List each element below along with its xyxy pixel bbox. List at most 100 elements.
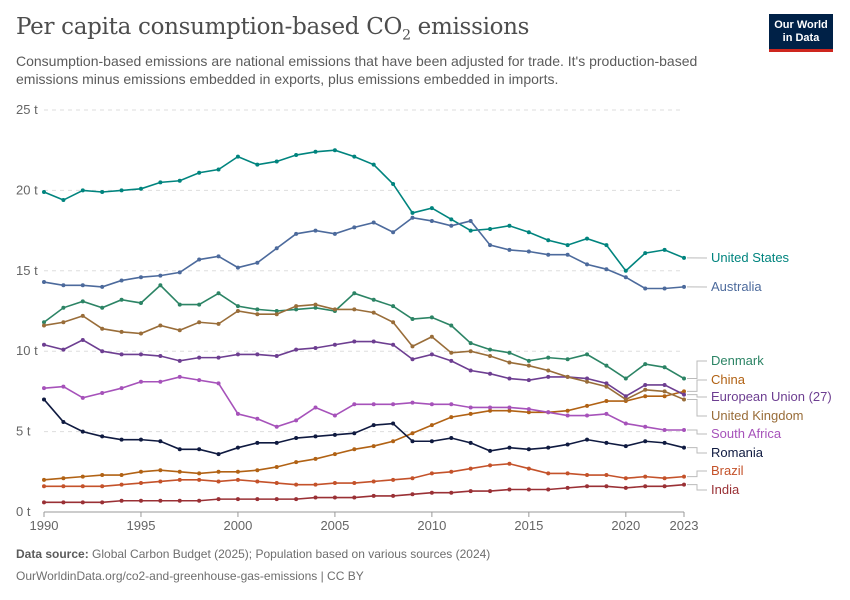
data-point — [177, 477, 182, 482]
data-point — [565, 408, 570, 413]
data-point — [585, 376, 590, 381]
data-point — [61, 419, 66, 424]
data-point — [197, 471, 202, 476]
data-point — [410, 215, 415, 220]
data-point — [682, 427, 686, 432]
y-tick-label: 5 t — [16, 424, 31, 439]
data-point — [100, 326, 105, 331]
data-point — [255, 479, 260, 484]
data-point — [177, 328, 182, 333]
data-point — [255, 497, 260, 502]
series-line — [44, 462, 685, 488]
y-tick-label: 15 t — [16, 263, 38, 278]
data-point — [42, 280, 46, 285]
data-point — [468, 349, 473, 354]
data-point — [643, 251, 648, 256]
data-point — [313, 456, 318, 461]
data-point — [80, 474, 85, 479]
data-point — [371, 444, 376, 449]
data-point — [449, 402, 454, 407]
data-point — [468, 405, 473, 410]
data-point — [177, 178, 182, 183]
data-point — [449, 415, 454, 420]
data-point — [216, 355, 221, 360]
data-point — [42, 323, 46, 328]
data-point — [662, 394, 667, 399]
data-point — [682, 389, 686, 394]
data-point — [61, 198, 66, 203]
data-source-text: Global Carbon Budget (2025); Population … — [88, 547, 491, 561]
y-tick-label: 10 t — [16, 343, 38, 358]
data-point — [410, 439, 415, 444]
data-point — [216, 321, 221, 326]
x-tick-label: 2000 — [223, 518, 252, 533]
data-point — [643, 439, 648, 444]
data-point — [294, 482, 299, 487]
data-point — [546, 355, 551, 360]
y-tick-label: 0 t — [16, 504, 31, 519]
chart-subtitle: Consumption-based emissions are national… — [16, 53, 698, 87]
data-point — [138, 481, 143, 486]
data-point — [255, 352, 260, 357]
data-point — [313, 495, 318, 500]
data-source-label: Data source: — [16, 547, 89, 561]
data-point — [468, 368, 473, 373]
data-point — [371, 297, 376, 302]
data-point — [604, 363, 609, 368]
data-point — [585, 437, 590, 442]
data-point — [42, 500, 46, 505]
data-point — [643, 474, 648, 479]
data-point — [623, 397, 628, 402]
legend-connector — [687, 447, 707, 454]
x-tick-label: 1995 — [127, 518, 156, 533]
data-point — [371, 339, 376, 344]
data-point — [468, 218, 473, 223]
data-point — [235, 469, 240, 474]
data-point — [119, 482, 124, 487]
legend-label: United Kingdom — [711, 408, 804, 423]
data-point — [410, 492, 415, 497]
data-point — [604, 243, 609, 248]
data-point — [42, 386, 46, 391]
data-point — [623, 476, 628, 481]
data-point — [255, 260, 260, 265]
data-point — [662, 484, 667, 489]
data-point — [119, 473, 124, 478]
data-point — [488, 243, 493, 248]
data-point — [274, 464, 279, 469]
data-point — [371, 402, 376, 407]
series-line — [43, 398, 685, 455]
data-point — [197, 170, 202, 175]
data-point — [177, 498, 182, 503]
data-point — [682, 392, 686, 397]
data-point — [100, 349, 105, 354]
data-source: Data source: Global Carbon Budget (2025)… — [16, 547, 490, 561]
data-point — [546, 374, 551, 379]
data-point — [449, 223, 454, 228]
data-point — [643, 394, 648, 399]
data-point — [80, 337, 85, 342]
data-point — [391, 477, 396, 482]
data-point — [100, 473, 105, 478]
data-point — [235, 265, 240, 270]
data-point — [429, 334, 434, 339]
owid-logo[interactable]: Our World in Data — [769, 14, 833, 52]
data-point — [158, 498, 163, 503]
data-point — [488, 489, 493, 494]
data-point — [100, 190, 105, 195]
data-point — [235, 477, 240, 482]
data-point — [468, 440, 473, 445]
data-point — [294, 304, 299, 309]
legend-label: South Africa — [711, 426, 782, 441]
data-point — [585, 262, 590, 267]
data-point — [507, 461, 512, 466]
data-point — [410, 357, 415, 362]
footer-url[interactable]: OurWorldinData.org/co2-and-greenhouse-ga… — [16, 569, 364, 583]
data-point — [410, 344, 415, 349]
data-point — [177, 270, 182, 275]
data-point — [526, 407, 531, 412]
data-point — [274, 309, 279, 313]
x-tick-label: 2020 — [611, 518, 640, 533]
data-point — [371, 162, 376, 167]
data-point — [235, 497, 240, 502]
